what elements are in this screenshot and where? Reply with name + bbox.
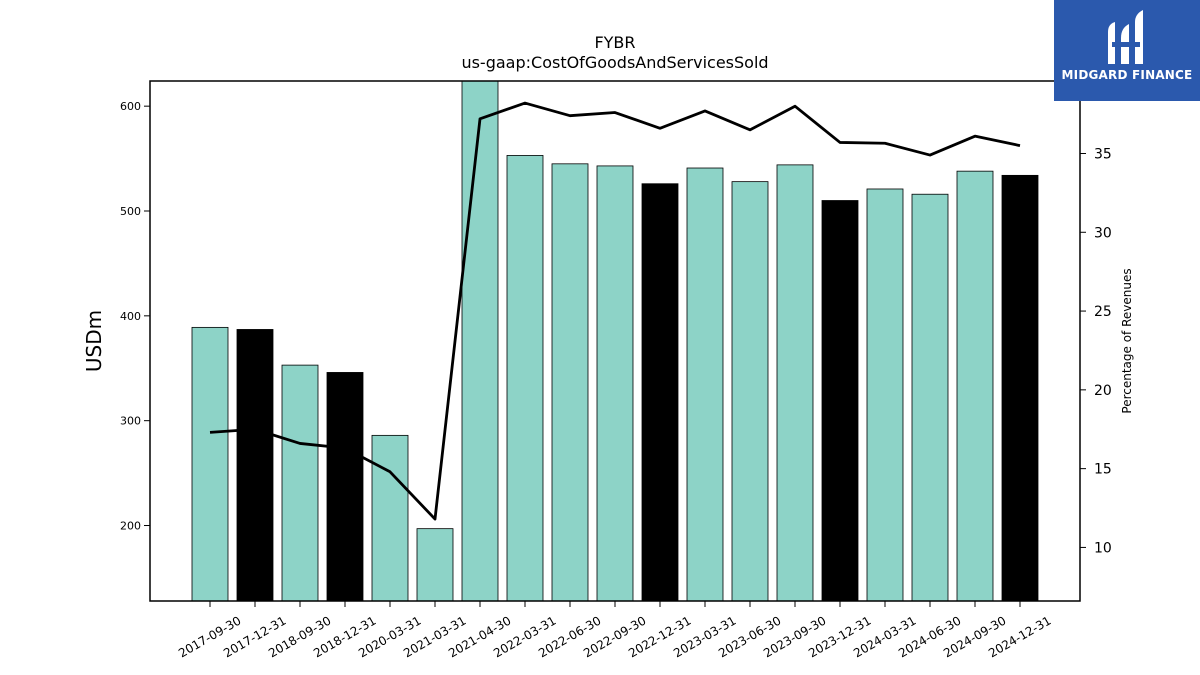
y-axis-left: 200 300 400 500 600 [120, 100, 150, 533]
y2-tick-label: 35 [1094, 146, 1112, 162]
y2-tick-label: 20 [1094, 383, 1112, 399]
y-tick-label: 400 [120, 310, 141, 323]
y-axis-right: 10 15 20 25 30 35 [1080, 146, 1112, 556]
bar-2018-12-31 [326, 372, 364, 601]
bar-2024-09-30 [956, 170, 994, 601]
bar-2023-06-30 [731, 181, 769, 601]
y2-tick-label: 15 [1094, 462, 1112, 478]
bar-2018-09-30 [281, 364, 319, 601]
percentage-line [209, 101, 1021, 521]
y2-axis-label: Percentage of Revenues [1120, 268, 1134, 413]
y2-tick-label: 25 [1094, 304, 1112, 320]
chart-subtitle: us-gaap:CostOfGoodsAndServicesSold [461, 53, 768, 72]
y-axis-label: USDm [82, 310, 106, 372]
bar-group [191, 81, 1039, 601]
bar-2017-09-30 [191, 326, 229, 601]
logo-text: MIDGARD FINANCE [1061, 68, 1193, 82]
y-tick-label: 300 [120, 415, 141, 428]
bar-2020-03-31 [371, 434, 409, 601]
bar-2021-03-31 [416, 528, 454, 601]
bar-2022-12-31 [641, 183, 679, 601]
chart-title: FYBR [594, 33, 635, 52]
bar-2023-09-30 [776, 164, 814, 601]
bar-2021-04-30 [461, 81, 499, 601]
y-tick-label: 200 [120, 520, 141, 533]
bar-2023-12-31 [821, 200, 859, 601]
bar-2022-03-31 [506, 155, 544, 601]
x-axis: 2017-09-302017-12-312018-09-302018-12-31… [176, 601, 1054, 660]
y2-tick-label: 30 [1094, 225, 1112, 241]
bar-2023-03-31 [686, 167, 724, 601]
bar-2024-03-31 [866, 188, 904, 601]
logo-mark-icon [1108, 10, 1143, 64]
brand-logo: MIDGARD FINANCE [1054, 0, 1200, 101]
bar-2022-09-30 [596, 165, 634, 601]
y-tick-label: 600 [120, 100, 141, 113]
bar-2024-12-31 [1001, 174, 1039, 601]
line-group [209, 101, 1021, 521]
bar-2022-06-30 [551, 163, 589, 601]
bar-2024-06-30 [911, 193, 949, 601]
y-tick-label: 500 [120, 205, 141, 218]
y2-tick-label: 10 [1094, 540, 1112, 556]
bar-2017-12-31 [236, 329, 274, 601]
